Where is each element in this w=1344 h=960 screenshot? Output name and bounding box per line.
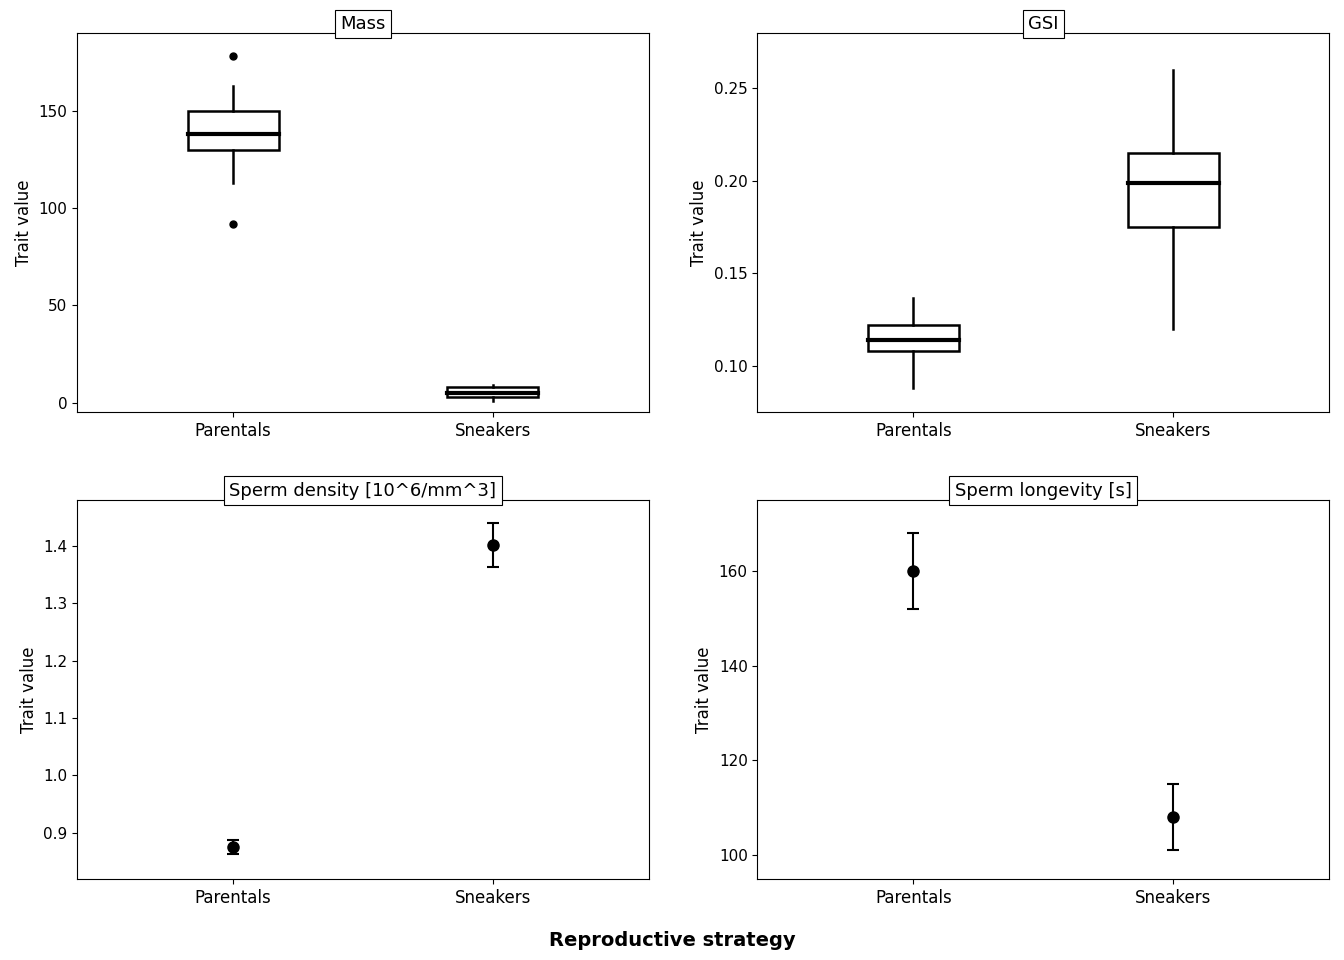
Title: GSI: GSI xyxy=(1028,15,1059,33)
Text: Reproductive strategy: Reproductive strategy xyxy=(548,931,796,950)
Bar xyxy=(1128,154,1219,228)
Bar xyxy=(868,325,958,351)
Y-axis label: Trait value: Trait value xyxy=(695,646,714,732)
Bar xyxy=(188,110,278,150)
Title: Sperm longevity [s]: Sperm longevity [s] xyxy=(954,482,1132,499)
Y-axis label: Trait value: Trait value xyxy=(691,180,708,266)
Y-axis label: Trait value: Trait value xyxy=(20,646,38,732)
Title: Sperm density [10^6/mm^3]: Sperm density [10^6/mm^3] xyxy=(230,482,496,499)
Y-axis label: Trait value: Trait value xyxy=(15,180,34,266)
Bar xyxy=(448,387,539,396)
Title: Mass: Mass xyxy=(340,15,386,33)
